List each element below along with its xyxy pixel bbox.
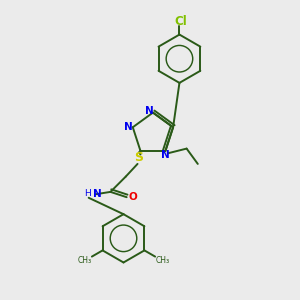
Text: N: N — [161, 150, 170, 161]
Text: S: S — [134, 151, 143, 164]
Text: CH₃: CH₃ — [78, 256, 92, 265]
Text: Cl: Cl — [175, 15, 187, 28]
Text: H: H — [84, 189, 91, 198]
Text: N: N — [93, 189, 101, 199]
Text: N: N — [124, 122, 133, 132]
Text: N: N — [145, 106, 154, 116]
Text: CH₃: CH₃ — [155, 256, 169, 265]
Text: O: O — [129, 192, 137, 202]
